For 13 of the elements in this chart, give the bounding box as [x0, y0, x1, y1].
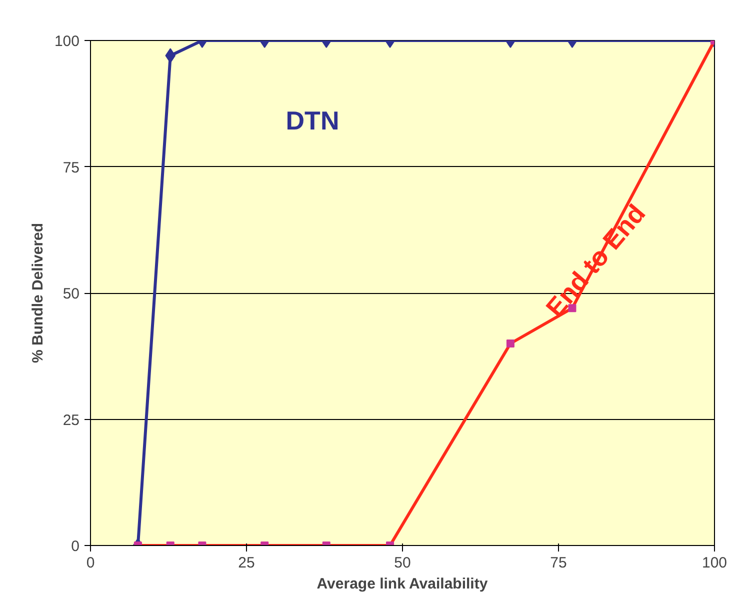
x-tick-label: 50: [394, 554, 411, 572]
y-tick-label: 25: [62, 412, 80, 429]
text: DTN: [286, 106, 340, 136]
y-tick-label: 100: [54, 33, 80, 50]
y-axis-title: % Bundle Delivered: [29, 222, 46, 364]
x-tick-label: 75: [550, 554, 567, 572]
x-tick-label: 100: [702, 554, 728, 572]
y-tick-label: 75: [62, 159, 80, 176]
x-tick-label: 0: [86, 554, 95, 572]
x-axis-title: Average link Availability: [316, 576, 488, 592]
x-tick-label: 25: [238, 554, 255, 572]
y-tick-label: 0: [71, 538, 80, 555]
y-tick-label: 50: [62, 286, 80, 302]
